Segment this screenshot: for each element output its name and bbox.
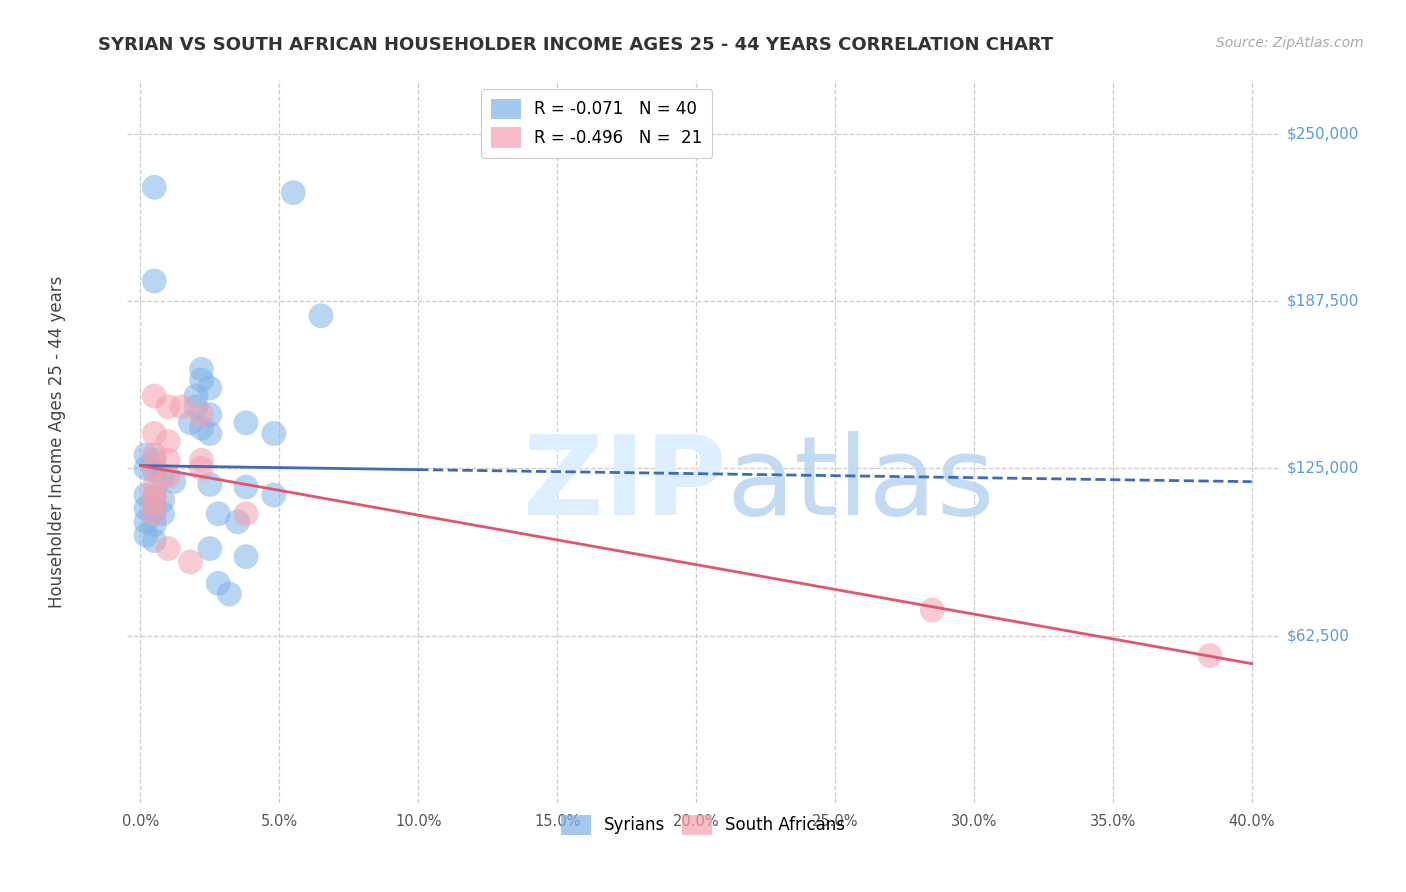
Point (157, 434, 180, 449)
Point (198, 381, 221, 395)
Point (143, 453, 166, 467)
Text: Householder Income Ages 25 - 44 years: Householder Income Ages 25 - 44 years (48, 276, 66, 607)
Point (143, 389, 166, 403)
Point (135, 501, 157, 516)
Text: SYRIAN VS SOUTH AFRICAN HOUSEHOLDER INCOME AGES 25 - 44 YEARS CORRELATION CHART: SYRIAN VS SOUTH AFRICAN HOUSEHOLDER INCO… (98, 36, 1053, 54)
Text: 15.0%: 15.0% (534, 814, 581, 829)
Point (143, 517, 166, 532)
Point (143, 448, 166, 462)
Point (235, 549, 257, 564)
Point (309, 309, 332, 323)
Point (198, 541, 221, 556)
Point (143, 507, 166, 521)
Point (179, 555, 201, 569)
Text: $187,500: $187,500 (1286, 293, 1358, 309)
Text: $62,500: $62,500 (1286, 628, 1350, 643)
Point (190, 408, 212, 422)
Point (135, 515, 157, 529)
Point (157, 400, 180, 414)
Point (235, 507, 257, 521)
Point (184, 400, 207, 414)
Point (143, 496, 166, 510)
Point (143, 464, 166, 478)
Text: 0.0%: 0.0% (122, 814, 159, 829)
Point (190, 362, 212, 376)
Point (152, 469, 174, 483)
Point (172, 400, 194, 414)
Point (179, 416, 201, 430)
Point (135, 461, 157, 475)
Point (198, 477, 221, 491)
Text: atlas: atlas (725, 432, 994, 539)
Point (190, 453, 212, 467)
Text: 40.0%: 40.0% (1229, 814, 1275, 829)
Point (190, 421, 212, 435)
Point (263, 426, 285, 441)
Point (143, 488, 166, 502)
Point (143, 274, 166, 288)
Text: $250,000: $250,000 (1286, 127, 1358, 141)
Text: 25.0%: 25.0% (811, 814, 858, 829)
Point (143, 426, 166, 441)
Point (163, 475, 186, 489)
Point (198, 426, 221, 441)
Point (143, 480, 166, 494)
Point (152, 493, 174, 508)
Point (157, 469, 180, 483)
Point (152, 507, 174, 521)
Point (143, 461, 166, 475)
Legend: Syrians, South Africans: Syrians, South Africans (551, 805, 855, 845)
Text: $125,000: $125,000 (1286, 461, 1358, 475)
Text: 20.0%: 20.0% (672, 814, 720, 829)
Point (198, 408, 221, 422)
Point (143, 533, 166, 548)
Point (143, 491, 166, 505)
Point (143, 504, 166, 518)
Text: 5.0%: 5.0% (260, 814, 298, 829)
Point (135, 448, 157, 462)
Point (921, 603, 943, 617)
Point (207, 576, 229, 591)
Point (190, 461, 212, 475)
Text: 35.0%: 35.0% (1090, 814, 1136, 829)
Point (190, 373, 212, 387)
Point (226, 515, 249, 529)
Point (283, 186, 305, 200)
Text: 30.0%: 30.0% (950, 814, 997, 829)
Point (1199, 648, 1222, 663)
Point (263, 488, 285, 502)
Text: ZIP: ZIP (523, 432, 725, 539)
Point (143, 180, 166, 194)
Point (135, 488, 157, 502)
Point (184, 389, 207, 403)
Point (207, 507, 229, 521)
Point (157, 453, 180, 467)
Text: 10.0%: 10.0% (395, 814, 441, 829)
Point (157, 541, 180, 556)
Point (235, 480, 257, 494)
Text: Source: ZipAtlas.com: Source: ZipAtlas.com (1216, 36, 1364, 50)
Point (135, 528, 157, 542)
Point (218, 587, 240, 601)
Point (235, 416, 257, 430)
